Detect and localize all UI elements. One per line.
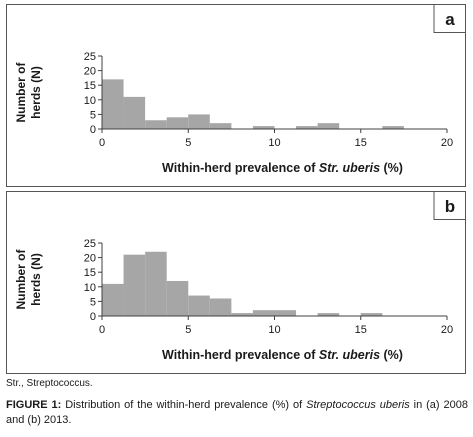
histogram-bar <box>166 117 189 129</box>
chart-panel-a: a 0 5 10 15 20 25 0 5 10 15 20 Number ofherds (N) Wit… <box>6 4 466 187</box>
abbreviation-note: Str., Streptococcus. <box>6 378 93 389</box>
x-tick-label: 10 <box>268 137 280 149</box>
y-tick-label: 15 <box>84 267 96 279</box>
panel-label: b <box>445 197 455 216</box>
histogram-bar <box>188 295 210 316</box>
x-axis-label: Within-herd prevalence of Str. uberis (%… <box>162 348 403 362</box>
chart-panel-b: b 0 5 10 15 20 25 0 5 10 15 20 Number ofherds (N) Wit… <box>6 191 466 374</box>
panel-label-box <box>433 191 466 220</box>
caption-label: FIGURE 1: <box>6 399 62 411</box>
x-tick-label: 15 <box>355 324 367 336</box>
caption-text-before: Distribution of the within-herd prevalen… <box>61 399 307 411</box>
y-tick-label: 5 <box>90 109 96 121</box>
histogram-bar <box>274 310 297 316</box>
x-tick-label: 10 <box>268 324 280 336</box>
histogram-bar <box>188 114 210 129</box>
x-tick-label: 5 <box>185 137 191 149</box>
caption-text-after: in (a) 2008 and (b) 2013. <box>6 399 468 426</box>
histogram-bar <box>231 313 253 316</box>
y-tick-label: 15 <box>84 80 96 92</box>
histogram-bar <box>360 313 383 316</box>
histogram-bar <box>209 298 232 316</box>
y-tick-label: 20 <box>84 253 96 265</box>
x-tick-label: 0 <box>99 137 105 149</box>
x-axis-label: Within-herd prevalence of Str. uberis (%… <box>162 161 403 175</box>
histogram-bar <box>209 123 232 129</box>
y-tick-label: 25 <box>84 51 96 63</box>
x-tick-label: 15 <box>355 137 367 149</box>
histogram-bar <box>123 254 146 316</box>
histogram-bar <box>252 126 275 129</box>
y-tick-label: 20 <box>84 66 96 78</box>
histogram-bar <box>145 120 167 129</box>
histogram-bar <box>145 251 167 316</box>
panel-label-box <box>433 4 466 33</box>
histogram-bar <box>317 313 340 316</box>
histogram-bar <box>382 126 404 129</box>
y-tick-label: 25 <box>84 238 96 250</box>
x-tick-label: 0 <box>99 324 105 336</box>
y-tick-label: 5 <box>90 296 96 308</box>
histogram-bar <box>123 96 146 129</box>
y-tick-label: 10 <box>84 95 96 107</box>
x-tick-label: 20 <box>441 324 453 336</box>
histogram-bar <box>317 123 340 129</box>
histogram-bar <box>296 126 318 129</box>
panel-frame <box>6 191 466 374</box>
y-tick-label: 0 <box>90 124 96 136</box>
panel-frame <box>6 4 466 187</box>
figure-caption: FIGURE 1: Distribution of the within-her… <box>6 398 468 428</box>
histogram-bar <box>102 79 124 129</box>
y-tick-label: 10 <box>84 282 96 294</box>
histogram-bar <box>166 280 189 316</box>
y-tick-label: 0 <box>90 311 96 323</box>
x-tick-label: 20 <box>441 137 453 149</box>
y-axis-label: Number ofherds (N) <box>14 61 43 122</box>
panel-label: a <box>445 10 455 29</box>
histogram-bar <box>252 310 275 316</box>
caption-species: Streptococcus uberis <box>306 399 410 411</box>
x-tick-label: 5 <box>185 324 191 336</box>
histogram-bar <box>102 283 124 316</box>
y-axis-label: Number ofherds (N) <box>14 248 43 309</box>
